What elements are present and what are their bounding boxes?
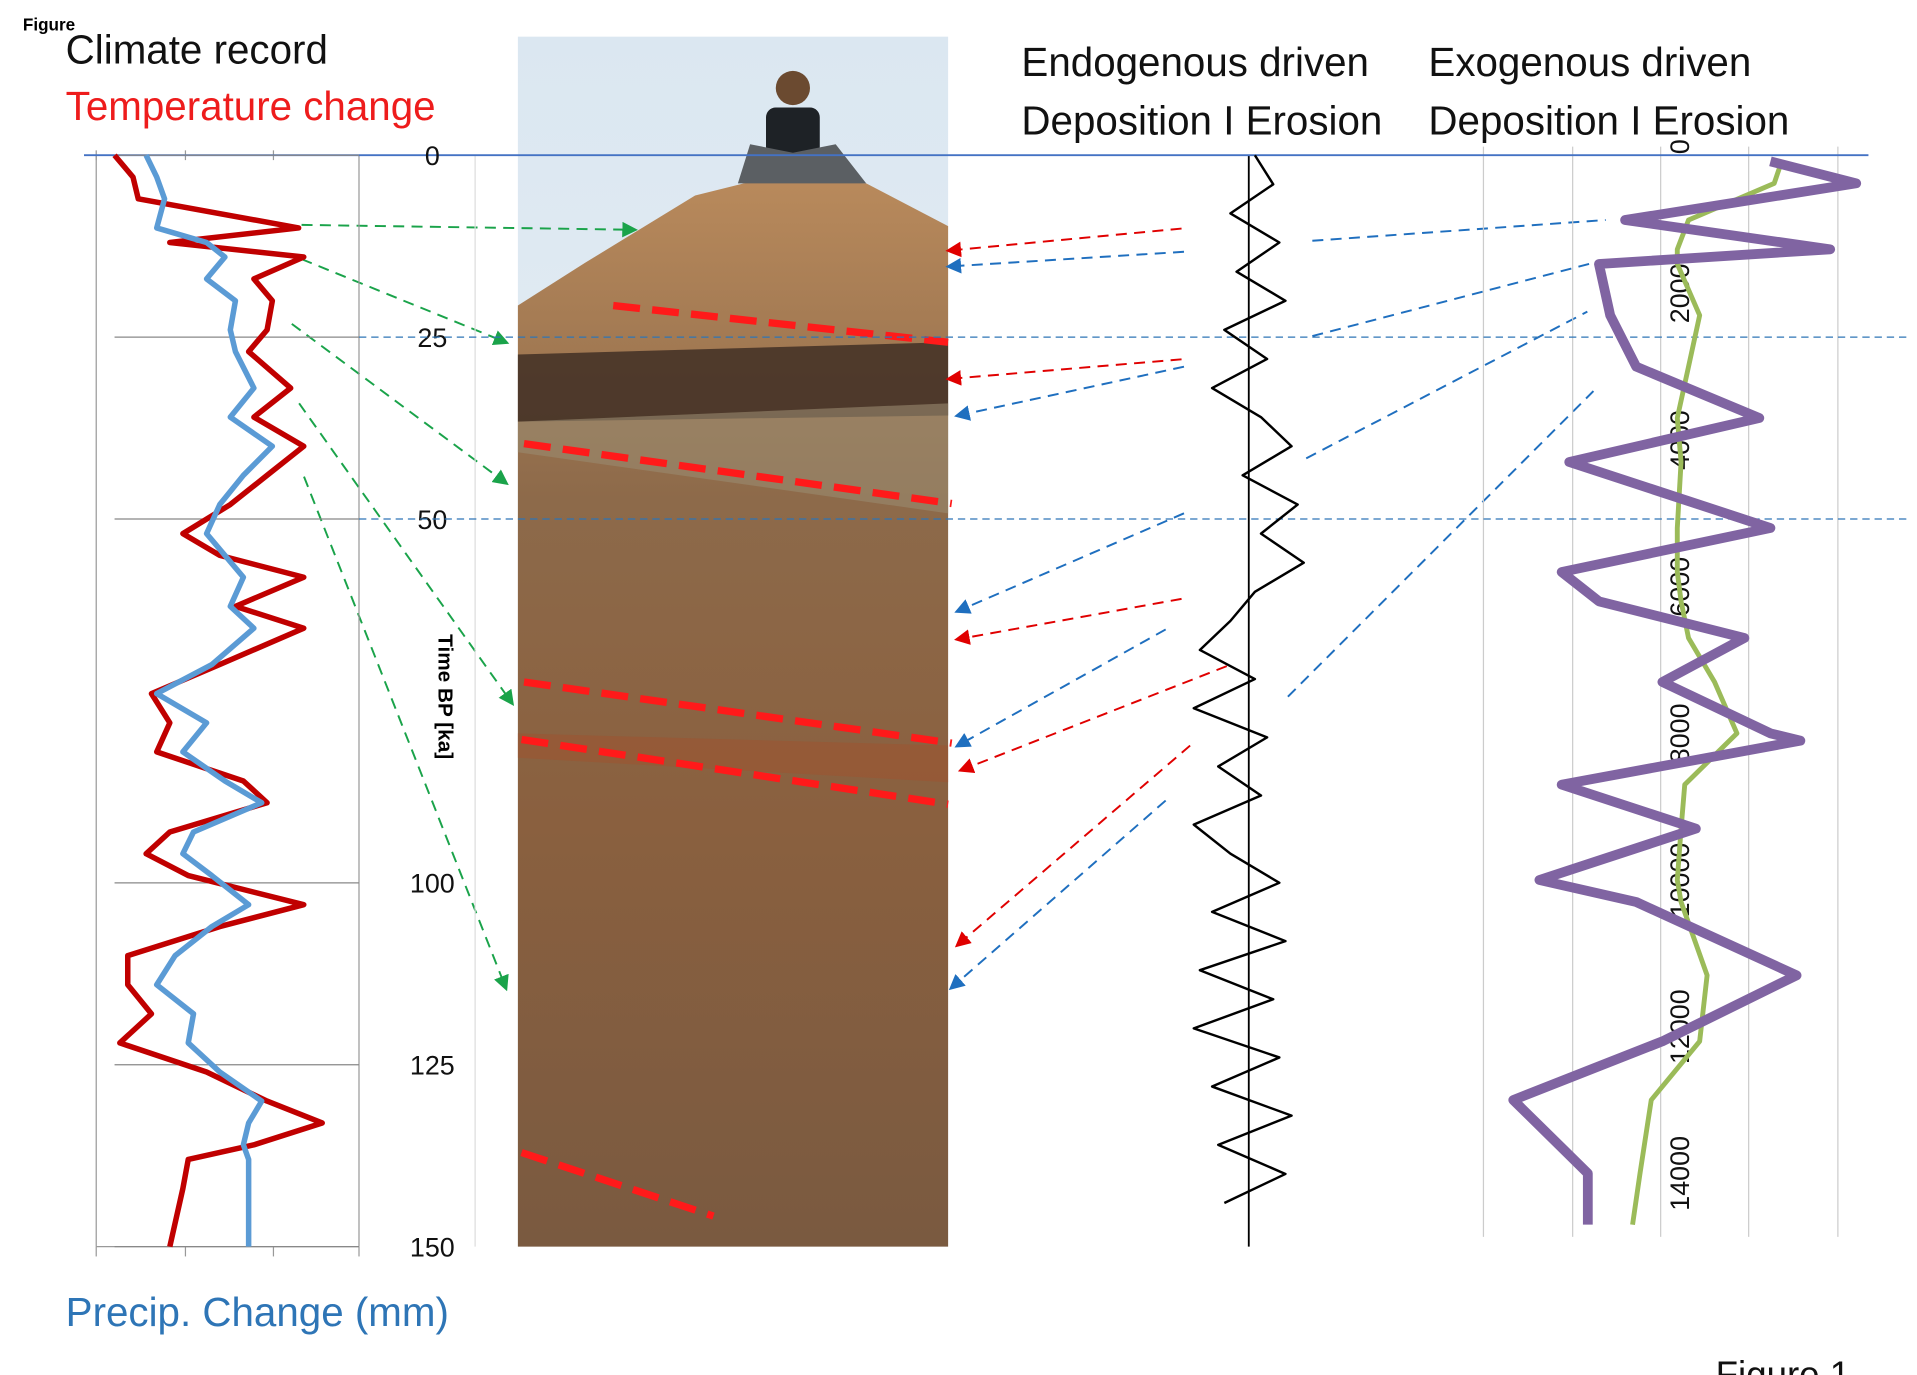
axis-label: Time BP [ka] bbox=[433, 634, 456, 759]
panel-title: Endogenous driven bbox=[1021, 39, 1369, 85]
figure: Figure Climate record Temperature change… bbox=[0, 0, 1917, 1375]
legend-label: Precip. Change (mm) bbox=[66, 1289, 449, 1335]
caption: Figure 1 bbox=[1716, 1354, 1850, 1375]
y-tick-label: 8000 bbox=[1665, 703, 1695, 763]
y-tick-label: 0 bbox=[425, 141, 440, 171]
panel-subtitle: Deposition I Erosion bbox=[1428, 97, 1789, 143]
series-line bbox=[1633, 161, 1782, 1224]
y-tick-label: 50 bbox=[417, 505, 447, 535]
series-line bbox=[146, 155, 272, 1246]
y-tick-label: 125 bbox=[410, 1051, 455, 1081]
page: Figure Climate record Temperature change… bbox=[0, 0, 1917, 1375]
correlation-arrows bbox=[292, 220, 1606, 988]
legend-label: Temperature change bbox=[66, 83, 436, 129]
outcrop-photo bbox=[518, 37, 952, 1247]
y-tick-label: 150 bbox=[410, 1232, 455, 1262]
series-line bbox=[115, 155, 323, 1246]
y-tick-label: 25 bbox=[417, 323, 447, 353]
y-tick-label: 0 bbox=[1665, 139, 1695, 154]
frame-lines bbox=[96, 147, 1838, 1257]
panel-title: Exogenous driven bbox=[1428, 39, 1751, 85]
panel-subtitle: Deposition I Erosion bbox=[1021, 97, 1382, 143]
y-tick-label: 14000 bbox=[1665, 1136, 1695, 1211]
chart-title: Climate record bbox=[66, 27, 328, 73]
y-tick-label: 100 bbox=[410, 869, 455, 899]
